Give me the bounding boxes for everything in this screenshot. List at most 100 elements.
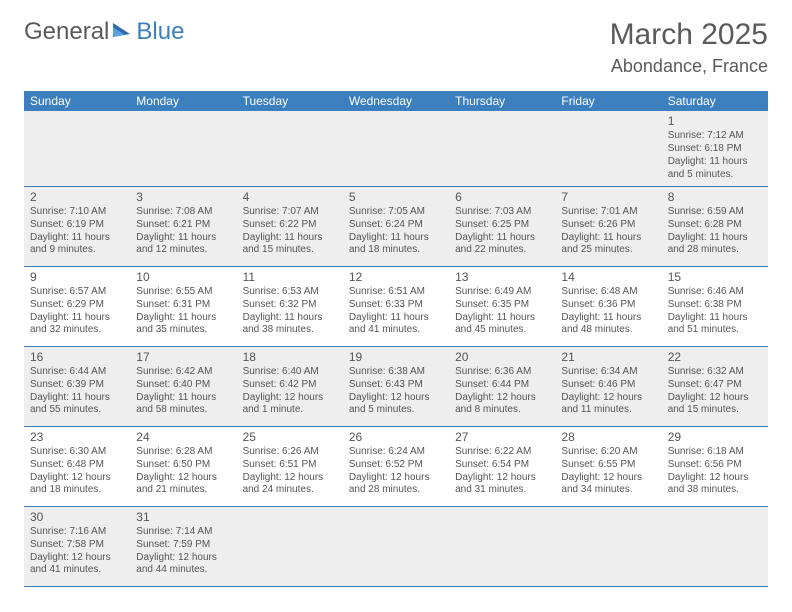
day-detail-line: and 21 minutes. bbox=[136, 484, 230, 497]
calendar-day-cell: 12Sunrise: 6:51 AMSunset: 6:33 PMDayligh… bbox=[343, 266, 449, 346]
day-detail-line: Sunset: 7:59 PM bbox=[136, 539, 230, 552]
day-details: Sunrise: 6:48 AMSunset: 6:36 PMDaylight:… bbox=[561, 286, 655, 337]
day-detail-line: Sunset: 6:32 PM bbox=[243, 299, 337, 312]
day-detail-line: Daylight: 11 hours bbox=[668, 312, 762, 325]
day-detail-line: and 41 minutes. bbox=[349, 324, 443, 337]
day-detail-line: Sunset: 6:48 PM bbox=[30, 459, 124, 472]
calendar-week-row: 30Sunrise: 7:16 AMSunset: 7:58 PMDayligh… bbox=[24, 506, 768, 586]
calendar-day-cell: 24Sunrise: 6:28 AMSunset: 6:50 PMDayligh… bbox=[130, 426, 236, 506]
calendar-day-cell: 27Sunrise: 6:22 AMSunset: 6:54 PMDayligh… bbox=[449, 426, 555, 506]
calendar-week-row: 2Sunrise: 7:10 AMSunset: 6:19 PMDaylight… bbox=[24, 186, 768, 266]
day-detail-line: Daylight: 12 hours bbox=[561, 472, 655, 485]
calendar-day-cell bbox=[662, 506, 768, 586]
page-header: General Blue March 2025 Abondance, Franc… bbox=[24, 18, 768, 77]
day-detail-line: Sunset: 6:22 PM bbox=[243, 219, 337, 232]
day-detail-line: and 28 minutes. bbox=[668, 244, 762, 257]
day-detail-line: Sunset: 6:46 PM bbox=[561, 379, 655, 392]
day-detail-line: Sunset: 6:38 PM bbox=[668, 299, 762, 312]
day-number: 9 bbox=[30, 270, 124, 285]
calendar-day-cell: 21Sunrise: 6:34 AMSunset: 6:46 PMDayligh… bbox=[555, 346, 661, 426]
day-detail-line: and 22 minutes. bbox=[455, 244, 549, 257]
calendar-day-cell: 7Sunrise: 7:01 AMSunset: 6:26 PMDaylight… bbox=[555, 186, 661, 266]
calendar-body: 1Sunrise: 7:12 AMSunset: 6:18 PMDaylight… bbox=[24, 111, 768, 586]
day-details: Sunrise: 6:34 AMSunset: 6:46 PMDaylight:… bbox=[561, 366, 655, 417]
calendar-day-cell: 2Sunrise: 7:10 AMSunset: 6:19 PMDaylight… bbox=[24, 186, 130, 266]
day-details: Sunrise: 6:26 AMSunset: 6:51 PMDaylight:… bbox=[243, 446, 337, 497]
calendar-table: Sunday Monday Tuesday Wednesday Thursday… bbox=[24, 91, 768, 587]
day-number: 22 bbox=[668, 350, 762, 365]
calendar-week-row: 1Sunrise: 7:12 AMSunset: 6:18 PMDaylight… bbox=[24, 111, 768, 186]
day-detail-line: Sunrise: 7:10 AM bbox=[30, 206, 124, 219]
day-details: Sunrise: 6:32 AMSunset: 6:47 PMDaylight:… bbox=[668, 366, 762, 417]
day-details: Sunrise: 6:42 AMSunset: 6:40 PMDaylight:… bbox=[136, 366, 230, 417]
day-details: Sunrise: 6:49 AMSunset: 6:35 PMDaylight:… bbox=[455, 286, 549, 337]
day-details: Sunrise: 6:55 AMSunset: 6:31 PMDaylight:… bbox=[136, 286, 230, 337]
col-thursday: Thursday bbox=[449, 91, 555, 111]
day-number: 8 bbox=[668, 190, 762, 205]
day-number: 10 bbox=[136, 270, 230, 285]
day-number: 30 bbox=[30, 510, 124, 525]
calendar-day-cell bbox=[555, 506, 661, 586]
day-details: Sunrise: 7:12 AMSunset: 6:18 PMDaylight:… bbox=[668, 130, 762, 181]
day-detail-line: and 38 minutes. bbox=[243, 324, 337, 337]
day-detail-line: Sunset: 6:31 PM bbox=[136, 299, 230, 312]
day-detail-line: Sunrise: 6:34 AM bbox=[561, 366, 655, 379]
day-detail-line: and 58 minutes. bbox=[136, 404, 230, 417]
calendar-day-cell: 18Sunrise: 6:40 AMSunset: 6:42 PMDayligh… bbox=[237, 346, 343, 426]
logo-text-2: Blue bbox=[136, 18, 184, 46]
day-detail-line: Sunrise: 6:57 AM bbox=[30, 286, 124, 299]
calendar-day-cell: 26Sunrise: 6:24 AMSunset: 6:52 PMDayligh… bbox=[343, 426, 449, 506]
day-number: 19 bbox=[349, 350, 443, 365]
day-detail-line: Sunrise: 7:08 AM bbox=[136, 206, 230, 219]
day-detail-line: Sunrise: 6:36 AM bbox=[455, 366, 549, 379]
day-detail-line: Sunset: 6:26 PM bbox=[561, 219, 655, 232]
day-detail-line: and 28 minutes. bbox=[349, 484, 443, 497]
title-block: March 2025 Abondance, France bbox=[610, 18, 768, 77]
day-detail-line: Daylight: 12 hours bbox=[243, 392, 337, 405]
day-detail-line: Daylight: 11 hours bbox=[668, 232, 762, 245]
day-details: Sunrise: 7:03 AMSunset: 6:25 PMDaylight:… bbox=[455, 206, 549, 257]
day-detail-line: Sunset: 6:50 PM bbox=[136, 459, 230, 472]
day-detail-line: Sunrise: 6:49 AM bbox=[455, 286, 549, 299]
day-detail-line: Sunset: 6:18 PM bbox=[668, 143, 762, 156]
calendar-day-cell bbox=[449, 506, 555, 586]
day-details: Sunrise: 7:16 AMSunset: 7:58 PMDaylight:… bbox=[30, 526, 124, 577]
calendar-day-cell: 17Sunrise: 6:42 AMSunset: 6:40 PMDayligh… bbox=[130, 346, 236, 426]
day-detail-line: and 32 minutes. bbox=[30, 324, 124, 337]
day-detail-line: Sunset: 6:25 PM bbox=[455, 219, 549, 232]
day-details: Sunrise: 6:24 AMSunset: 6:52 PMDaylight:… bbox=[349, 446, 443, 497]
day-detail-line: and 12 minutes. bbox=[136, 244, 230, 257]
day-detail-line: Sunset: 6:56 PM bbox=[668, 459, 762, 472]
day-detail-line: Daylight: 11 hours bbox=[668, 156, 762, 169]
day-detail-line: Sunset: 6:44 PM bbox=[455, 379, 549, 392]
day-detail-line: and 55 minutes. bbox=[30, 404, 124, 417]
day-details: Sunrise: 6:53 AMSunset: 6:32 PMDaylight:… bbox=[243, 286, 337, 337]
calendar-day-cell bbox=[237, 506, 343, 586]
day-detail-line: Daylight: 11 hours bbox=[30, 232, 124, 245]
day-detail-line: Daylight: 12 hours bbox=[349, 472, 443, 485]
day-detail-line: Sunset: 6:51 PM bbox=[243, 459, 337, 472]
day-number: 20 bbox=[455, 350, 549, 365]
day-detail-line: and 38 minutes. bbox=[668, 484, 762, 497]
day-detail-line: and 44 minutes. bbox=[136, 564, 230, 577]
day-details: Sunrise: 6:20 AMSunset: 6:55 PMDaylight:… bbox=[561, 446, 655, 497]
day-detail-line: Sunrise: 6:22 AM bbox=[455, 446, 549, 459]
day-detail-line: Daylight: 11 hours bbox=[561, 232, 655, 245]
calendar-day-cell: 15Sunrise: 6:46 AMSunset: 6:38 PMDayligh… bbox=[662, 266, 768, 346]
day-detail-line: Sunrise: 6:38 AM bbox=[349, 366, 443, 379]
day-number: 1 bbox=[668, 114, 762, 129]
day-number: 28 bbox=[561, 430, 655, 445]
day-detail-line: Daylight: 11 hours bbox=[455, 312, 549, 325]
day-detail-line: Sunset: 6:40 PM bbox=[136, 379, 230, 392]
day-detail-line: Sunrise: 6:32 AM bbox=[668, 366, 762, 379]
day-detail-line: Sunset: 6:33 PM bbox=[349, 299, 443, 312]
day-detail-line: Daylight: 11 hours bbox=[561, 312, 655, 325]
day-detail-line: and 11 minutes. bbox=[561, 404, 655, 417]
calendar-day-cell: 14Sunrise: 6:48 AMSunset: 6:36 PMDayligh… bbox=[555, 266, 661, 346]
day-detail-line: Sunset: 6:24 PM bbox=[349, 219, 443, 232]
day-detail-line: Daylight: 12 hours bbox=[455, 472, 549, 485]
day-detail-line: and 18 minutes. bbox=[30, 484, 124, 497]
day-details: Sunrise: 6:22 AMSunset: 6:54 PMDaylight:… bbox=[455, 446, 549, 497]
day-detail-line: Daylight: 11 hours bbox=[136, 312, 230, 325]
calendar-day-cell: 28Sunrise: 6:20 AMSunset: 6:55 PMDayligh… bbox=[555, 426, 661, 506]
